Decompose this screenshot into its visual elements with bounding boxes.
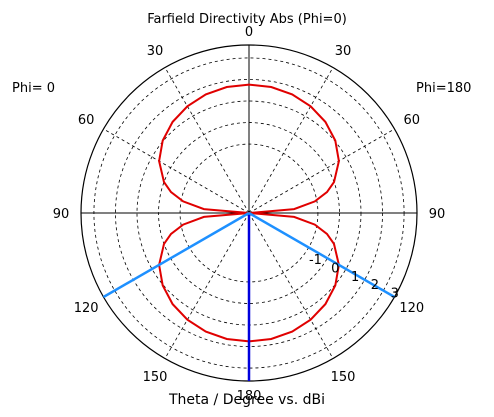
- angle-tick-label: 30: [147, 44, 164, 59]
- chart-title: Farfield Directivity Abs (Phi=0): [147, 12, 347, 27]
- x-axis-label: Theta / Degree vs. dBi: [169, 392, 325, 408]
- grid-spoke: [248, 212, 334, 359]
- angle-tick-label: 90: [53, 207, 70, 222]
- radial-tick-label: 1: [351, 270, 359, 285]
- angle-tick-label: 120: [399, 301, 424, 316]
- angle-tick-label: 150: [143, 370, 168, 385]
- radial-tick-label: 2: [371, 278, 379, 293]
- radial-tick-label: -1: [309, 253, 322, 268]
- grid-spoke: [164, 212, 250, 359]
- angle-tick-label: 60: [78, 113, 95, 128]
- grid-spoke: [248, 128, 395, 214]
- phi-right-label: Phi=180: [416, 81, 471, 96]
- phi-left-label: Phi= 0: [12, 81, 55, 96]
- grid-spoke: [248, 67, 334, 214]
- marker-line-2: [102, 211, 250, 299]
- angle-tick-label: 60: [404, 113, 421, 128]
- angle-tick-label: 0: [245, 25, 253, 40]
- angle-tick-label: 30: [335, 44, 352, 59]
- angle-tick-label: 150: [331, 370, 356, 385]
- angle-tick-label: 120: [74, 301, 99, 316]
- series-layer: [102, 83, 396, 381]
- angle-tick-label: 180: [237, 389, 262, 404]
- radial-tick-label: 0: [331, 261, 339, 276]
- marker-line-1: [248, 211, 396, 299]
- radial-tick-label: 3: [391, 287, 399, 302]
- grid-spoke: [103, 128, 250, 214]
- angle-tick-label: 90: [429, 207, 446, 222]
- grid-spoke: [164, 67, 250, 214]
